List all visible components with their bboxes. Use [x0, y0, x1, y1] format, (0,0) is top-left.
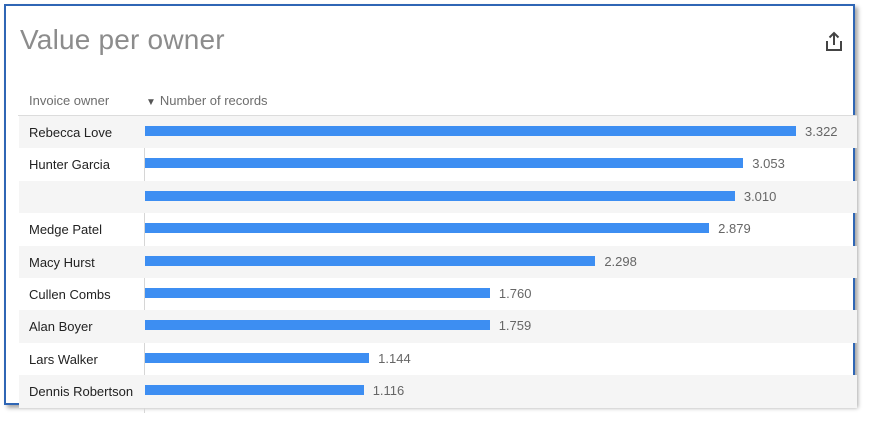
- bar[interactable]: [145, 320, 490, 331]
- bar-rows: Rebecca Love 3.322 Hunter Garcia 3.053 3.010…: [19, 116, 857, 408]
- bar-row[interactable]: Medge Patel 2.879: [19, 213, 857, 245]
- value-label: 1.760: [498, 285, 532, 301]
- value-label: 2.298: [604, 253, 637, 269]
- bar-row[interactable]: Cullen Combs 1.760: [19, 278, 857, 310]
- bar-row[interactable]: Alan Boyer 1.759: [19, 310, 857, 343]
- value-label: 3.010: [743, 188, 777, 204]
- value-label: 3.322: [805, 124, 838, 139]
- bar[interactable]: [145, 190, 735, 201]
- category-label: Macy Hurst: [29, 254, 95, 270]
- bar[interactable]: [145, 287, 490, 298]
- category-label: Dennis Robertson: [29, 384, 134, 400]
- value-label: 1.759: [498, 318, 532, 334]
- column-header-owner: Invoice owner: [29, 93, 110, 108]
- chart-card: Value per owner Invoice owner ▼ Number of…: [4, 4, 857, 413]
- bar-row[interactable]: Rebecca Love 3.322: [19, 116, 857, 149]
- bar-row[interactable]: Lars Walker 1.144: [19, 343, 857, 375]
- bar-row[interactable]: Hunter Garcia 3.053: [19, 148, 857, 180]
- bar-row[interactable]: Dennis Robertson 1.116: [19, 375, 857, 408]
- category-label: Lars Walker: [29, 351, 98, 367]
- bar[interactable]: [145, 255, 596, 266]
- sort-desc-triangle-icon: ▼: [146, 97, 156, 108]
- category-label: Cullen Combs: [29, 286, 111, 302]
- bar[interactable]: [145, 158, 744, 169]
- bar-row[interactable]: Macy Hurst 2.298: [19, 245, 857, 278]
- value-label: 1.144: [378, 350, 411, 366]
- value-label: 1.116: [372, 383, 405, 399]
- measure-label: Number of records: [159, 93, 268, 108]
- category-label: Medge Patel: [29, 222, 102, 238]
- category-label: Alan Boyer: [29, 319, 93, 335]
- column-header-measure[interactable]: ▼ Number of records: [146, 93, 268, 108]
- value-label: 2.879: [718, 221, 751, 237]
- bar[interactable]: [145, 126, 796, 136]
- share-export-icon[interactable]: [822, 30, 846, 54]
- category-label: Hunter Garcia: [29, 157, 110, 173]
- chart-title: Value per owner: [20, 24, 225, 55]
- category-label: Rebecca Love: [29, 125, 113, 140]
- bar[interactable]: [145, 385, 364, 396]
- bar-row[interactable]: 3.010: [19, 180, 857, 214]
- table-header: Invoice owner ▼ Number of records: [18, 84, 857, 116]
- value-label: 3.053: [752, 156, 785, 172]
- bar[interactable]: [145, 223, 710, 234]
- bar[interactable]: [145, 352, 370, 363]
